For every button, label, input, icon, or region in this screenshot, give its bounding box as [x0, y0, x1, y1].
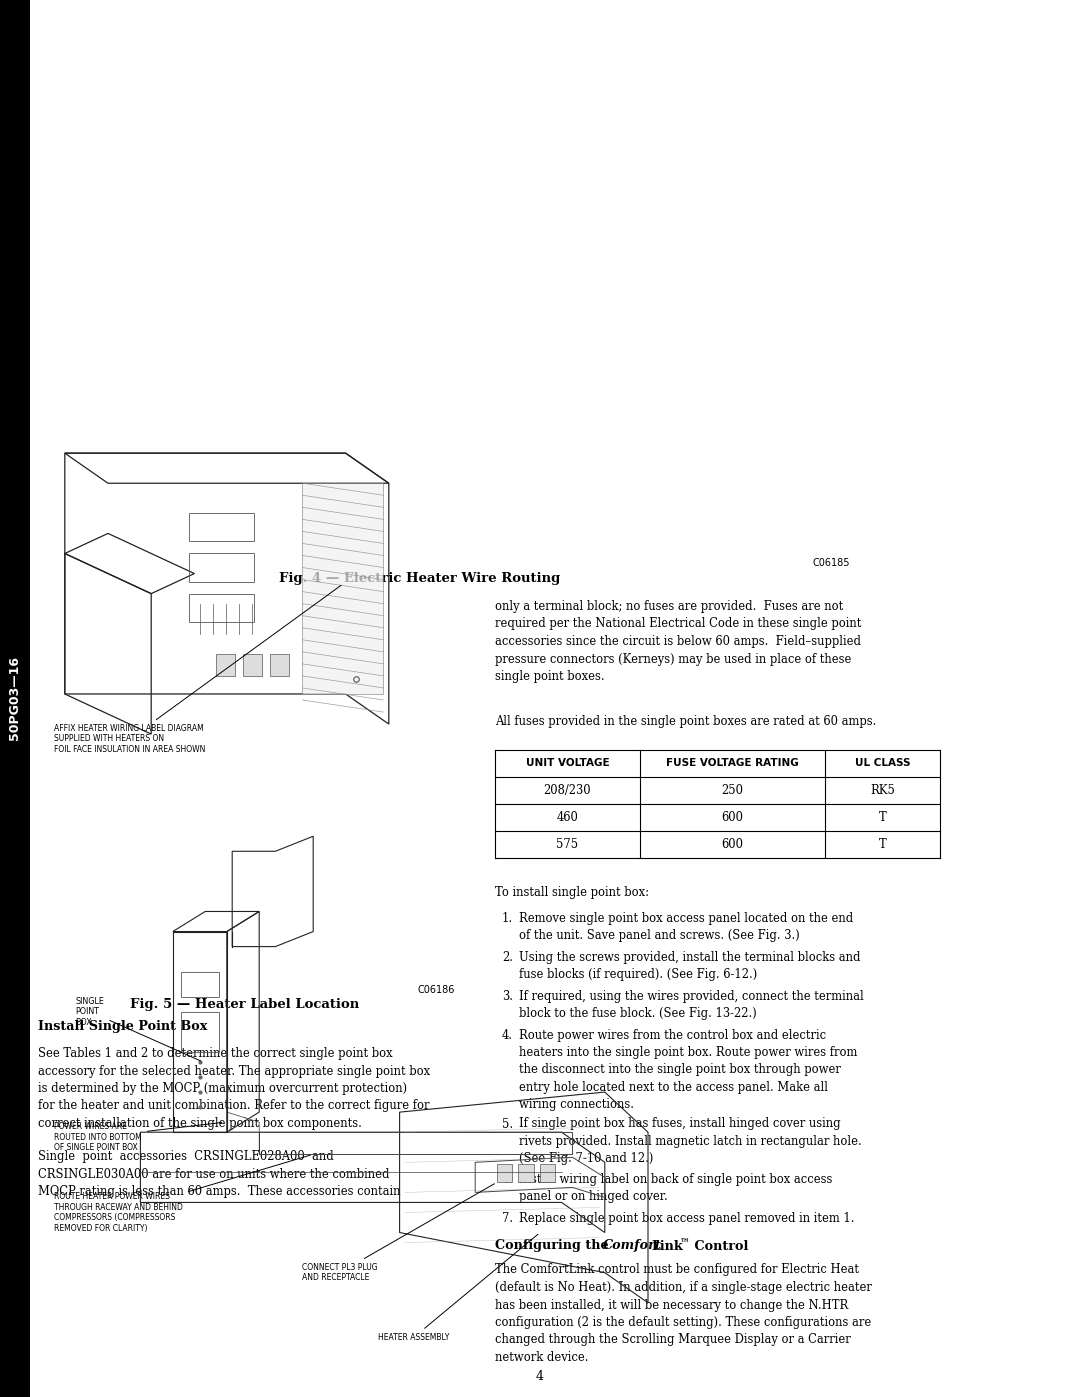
Text: 5.: 5. — [502, 1118, 513, 1130]
Text: 250: 250 — [721, 784, 743, 798]
Bar — [540, 1164, 555, 1182]
Bar — [259, 1132, 572, 1154]
Bar — [0, 0, 30, 1397]
Text: Fig. 5 — Heater Label Location: Fig. 5 — Heater Label Location — [131, 997, 360, 1011]
Bar — [243, 654, 262, 676]
Bar — [189, 513, 254, 542]
Text: See Tables 1 and 2 to determine the correct single point box
accessory for the s: See Tables 1 and 2 to determine the corr… — [38, 1046, 430, 1130]
Text: 2.: 2. — [502, 951, 513, 964]
Bar — [518, 1164, 534, 1182]
Text: 1.: 1. — [502, 912, 513, 925]
Bar — [189, 553, 254, 581]
Bar — [302, 483, 383, 694]
Text: C06185: C06185 — [812, 557, 850, 569]
Text: Link: Link — [651, 1239, 683, 1253]
Text: FUSE VOLTAGE RATING: FUSE VOLTAGE RATING — [666, 759, 799, 768]
Text: Using the screws provided, install the terminal blocks and
fuse blocks (if requi: Using the screws provided, install the t… — [519, 951, 861, 981]
Text: ™: ™ — [680, 1239, 690, 1249]
Text: POWER WIRES ARE
ROUTED INTO BOTTOM
OF SINGLE POINT BOX: POWER WIRES ARE ROUTED INTO BOTTOM OF SI… — [54, 1122, 221, 1153]
Text: 460: 460 — [556, 812, 579, 824]
Text: SINGLE
POINT
BOX: SINGLE POINT BOX — [76, 996, 201, 1060]
Bar — [181, 972, 219, 996]
Text: RK5: RK5 — [870, 784, 895, 798]
Text: 4: 4 — [536, 1370, 544, 1383]
Text: To install single point box:: To install single point box: — [495, 886, 649, 900]
Text: Remove single point box access panel located on the end
of the unit. Save panel : Remove single point box access panel loc… — [519, 912, 853, 942]
Bar — [270, 654, 289, 676]
Text: Install wiring label on back of single point box access
panel or on hinged cover: Install wiring label on back of single p… — [519, 1173, 833, 1203]
Text: UL CLASS: UL CLASS — [854, 759, 910, 768]
Text: Single  point  accessories  CRSINGLE028A00  and
CRSINGLE030A00 are for use on un: Single point accessories CRSINGLE028A00 … — [38, 1150, 401, 1199]
Text: AFFIX HEATER WIRING LABEL DIAGRAM
SUPPLIED WITH HEATERS ON
FOIL FACE INSULATION : AFFIX HEATER WIRING LABEL DIAGRAM SUPPLI… — [54, 585, 341, 754]
Bar — [216, 654, 235, 676]
Text: 575: 575 — [556, 838, 579, 851]
Text: UNIT VOLTAGE: UNIT VOLTAGE — [526, 759, 609, 768]
Bar — [181, 1011, 219, 1052]
Text: 208/230: 208/230 — [543, 784, 592, 798]
Text: Install Single Point Box: Install Single Point Box — [38, 1020, 207, 1032]
Text: 6.: 6. — [502, 1173, 513, 1186]
Text: 600: 600 — [721, 838, 743, 851]
Text: HEATER ASSEMBLY: HEATER ASSEMBLY — [378, 1235, 538, 1343]
Text: Control: Control — [690, 1239, 748, 1253]
Text: 50PG03—16: 50PG03—16 — [9, 657, 22, 740]
Text: Comfort: Comfort — [603, 1239, 662, 1253]
Bar — [497, 1164, 512, 1182]
Text: T: T — [879, 838, 887, 851]
Text: C06186: C06186 — [418, 985, 455, 995]
Text: 7.: 7. — [502, 1213, 513, 1225]
Text: Configuring the: Configuring the — [495, 1239, 613, 1253]
Text: 4.: 4. — [502, 1030, 513, 1042]
Text: All fuses provided in the single point boxes are rated at 60 amps.: All fuses provided in the single point b… — [495, 715, 876, 728]
Text: T: T — [879, 812, 887, 824]
Text: only a terminal block; no fuses are provided.  Fuses are not
required per the Na: only a terminal block; no fuses are prov… — [495, 599, 862, 683]
Text: Route power wires from the control box and electric
heaters into the single poin: Route power wires from the control box a… — [519, 1030, 858, 1111]
Text: 3.: 3. — [502, 990, 513, 1003]
Text: ROUTE HEATER POWER WIRES
THROUGH RACEWAY AND BEHIND
COMPRESSORS (COMPRESSORS
REM: ROUTE HEATER POWER WIRES THROUGH RACEWAY… — [54, 1155, 311, 1232]
Text: The ComfortLink control must be configured for Electric Heat
(default is No Heat: The ComfortLink control must be configur… — [495, 1263, 872, 1363]
Bar — [189, 594, 254, 622]
Text: CONNECT PL3 PLUG
AND RECEPTACLE: CONNECT PL3 PLUG AND RECEPTACLE — [302, 1183, 495, 1282]
Text: If single point box has fuses, install hinged cover using
rivets provided. Insta: If single point box has fuses, install h… — [519, 1118, 862, 1165]
Text: Fig. 4 — Electric Heater Wire Routing: Fig. 4 — Electric Heater Wire Routing — [280, 571, 561, 585]
Text: Replace single point box access panel removed in item 1.: Replace single point box access panel re… — [519, 1213, 854, 1225]
Text: 600: 600 — [721, 812, 743, 824]
Text: If required, using the wires provided, connect the terminal
block to the fuse bl: If required, using the wires provided, c… — [519, 990, 864, 1020]
